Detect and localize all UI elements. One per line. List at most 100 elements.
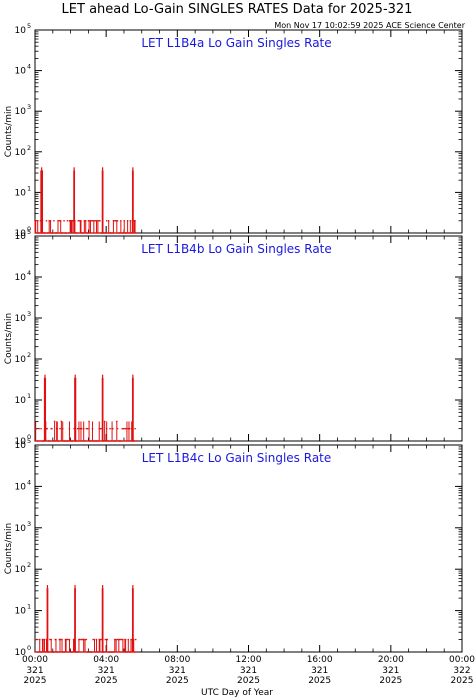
data-point [49, 440, 52, 442]
y-tick-label: 10 [15, 229, 27, 239]
data-point [59, 440, 62, 442]
data-point [55, 440, 57, 442]
data-point [53, 220, 55, 222]
data-point [35, 427, 38, 430]
data-point [41, 651, 43, 653]
data-point [128, 427, 131, 430]
data-point [85, 440, 87, 442]
data-point [77, 651, 79, 653]
x-tick-label-time: 04:00 [93, 655, 119, 665]
data-point [87, 440, 90, 442]
plot-frame [34, 29, 463, 234]
data-burst [101, 377, 104, 441]
data-point [78, 220, 80, 222]
data-point [87, 427, 89, 430]
plot-frame [34, 444, 463, 653]
data-point [96, 232, 98, 234]
y-tick-label: 10 [15, 148, 27, 158]
y-tick-exponent: 5 [27, 22, 31, 30]
x-tick-label-year: 2025 [308, 676, 331, 686]
y-tick-exponent: 0 [27, 644, 31, 652]
y-tick-exponent: 2 [27, 561, 31, 569]
data-point [113, 651, 115, 653]
y-tick-exponent: 1 [27, 392, 31, 400]
y-tick-exponent: 4 [27, 63, 31, 71]
data-point [104, 638, 107, 641]
data-point [130, 440, 132, 442]
data-point [97, 232, 100, 234]
y-tick-label: 10 [15, 648, 27, 658]
data-point [94, 220, 96, 222]
data-point [114, 651, 117, 653]
data-point [91, 440, 93, 442]
data-point [130, 651, 133, 653]
data-point [45, 220, 48, 222]
data-point [43, 651, 45, 653]
y-tick-label: 10 [15, 355, 27, 365]
chart-panel-1: LET L1B4a Lo Gain Singles Rate Counts/min… [4, 22, 463, 239]
y-tick-exponent: 4 [27, 478, 31, 486]
data-point [49, 638, 51, 641]
x-tick-label-time: 08:00 [164, 655, 190, 665]
x-tick-label-year: 2025 [451, 676, 474, 686]
y-tick-label: 10 [15, 441, 27, 451]
x-axis-label: UTC Day of Year [201, 688, 273, 698]
data-point [80, 638, 82, 641]
panel-title: LET L1B4b Lo Gain Singles Rate [141, 242, 332, 256]
data-point [114, 220, 117, 222]
data-point [119, 232, 121, 234]
data-point [99, 440, 101, 442]
data-point [97, 440, 100, 442]
chart-panel-2: LET L1B4b Lo Gain Singles Rate Counts/min… [4, 228, 463, 447]
data-point [57, 651, 60, 653]
data-point [80, 427, 83, 430]
data-point [115, 232, 117, 234]
data-point [47, 232, 50, 234]
data-point [86, 440, 88, 442]
x-tick-label-doy: 322 [453, 666, 470, 676]
data-point [34, 440, 36, 442]
data-point [63, 220, 65, 222]
y-tick-exponent: 5 [27, 228, 31, 236]
data-point [87, 232, 89, 234]
data-point [59, 232, 61, 234]
data-point [108, 440, 111, 442]
data-burst [43, 377, 47, 441]
y-tick-label: 10 [15, 607, 27, 617]
data-burst [101, 170, 104, 233]
data-point [114, 232, 116, 234]
data-point [115, 440, 117, 442]
y-tick-label: 10 [15, 437, 27, 447]
y-axis-label: Counts/min [4, 523, 14, 574]
x-tick-label-year: 2025 [24, 676, 47, 686]
data-point [68, 232, 70, 234]
data-point [97, 651, 100, 653]
y-tick-exponent: 2 [27, 351, 31, 359]
data-point [66, 232, 68, 234]
data-point [49, 651, 52, 653]
data-burst [40, 170, 44, 233]
data-point [72, 440, 75, 442]
data-point [110, 440, 113, 442]
data-point [126, 232, 128, 234]
data-point [134, 427, 136, 430]
data-point [135, 651, 138, 653]
y-tick-exponent: 0 [27, 225, 31, 233]
data-point [72, 651, 74, 653]
y-tick-label: 10 [15, 107, 27, 117]
data-point [35, 651, 38, 653]
figure-title: LET ahead Lo-Gain SINGLES RATES Data for… [62, 2, 413, 17]
data-point [112, 427, 114, 430]
x-tick-label-doy: 321 [311, 666, 328, 676]
data-point [121, 651, 123, 653]
y-tick-label: 10 [15, 188, 27, 198]
data-point [39, 232, 41, 234]
data-point [109, 427, 111, 430]
x-tick-label-time: 00:00 [449, 655, 475, 665]
data-point [117, 651, 119, 653]
chart-panel-3: LET L1B4c Lo Gain Singles Rate Counts/min… [4, 437, 463, 658]
data-point [77, 440, 79, 442]
x-tick-label-time: 00:00 [22, 655, 48, 665]
data-point [120, 651, 122, 653]
data-point [36, 638, 38, 641]
